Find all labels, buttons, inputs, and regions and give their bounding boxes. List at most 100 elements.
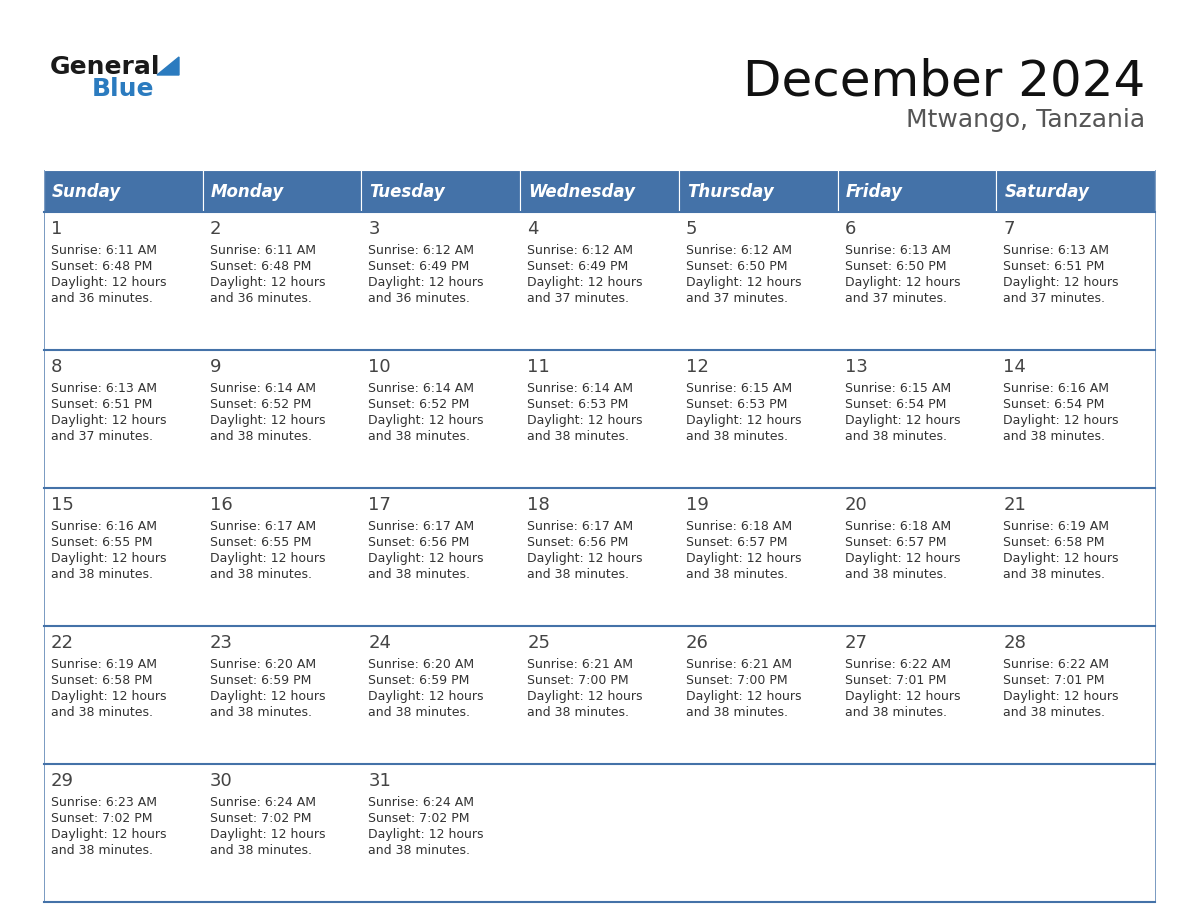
Text: Sunset: 6:56 PM: Sunset: 6:56 PM <box>527 536 628 549</box>
Text: and 38 minutes.: and 38 minutes. <box>685 568 788 581</box>
Text: Daylight: 12 hours: Daylight: 12 hours <box>527 690 643 703</box>
Text: Daylight: 12 hours: Daylight: 12 hours <box>368 828 484 841</box>
Text: 1: 1 <box>51 220 63 238</box>
Text: Sunset: 6:53 PM: Sunset: 6:53 PM <box>527 398 628 411</box>
Text: Wednesday: Wednesday <box>529 183 636 201</box>
Text: Sunrise: 6:11 AM: Sunrise: 6:11 AM <box>210 244 316 257</box>
Text: 26: 26 <box>685 634 709 652</box>
Text: Sunrise: 6:21 AM: Sunrise: 6:21 AM <box>685 658 792 671</box>
Text: Daylight: 12 hours: Daylight: 12 hours <box>527 276 643 289</box>
Text: Sunrise: 6:16 AM: Sunrise: 6:16 AM <box>51 520 157 533</box>
Text: Daylight: 12 hours: Daylight: 12 hours <box>685 552 802 565</box>
Text: Sunrise: 6:18 AM: Sunrise: 6:18 AM <box>845 520 950 533</box>
Bar <box>44 212 1155 350</box>
Text: Sunrise: 6:13 AM: Sunrise: 6:13 AM <box>1004 244 1110 257</box>
Text: 2: 2 <box>210 220 221 238</box>
Text: Sunset: 7:01 PM: Sunset: 7:01 PM <box>845 674 946 687</box>
Text: Sunset: 7:00 PM: Sunset: 7:00 PM <box>685 674 788 687</box>
Text: Sunrise: 6:12 AM: Sunrise: 6:12 AM <box>527 244 633 257</box>
Text: Sunrise: 6:17 AM: Sunrise: 6:17 AM <box>368 520 474 533</box>
Bar <box>838 170 997 212</box>
Text: and 36 minutes.: and 36 minutes. <box>51 292 153 305</box>
Text: Daylight: 12 hours: Daylight: 12 hours <box>51 552 166 565</box>
Text: Sunset: 6:53 PM: Sunset: 6:53 PM <box>685 398 788 411</box>
Text: and 38 minutes.: and 38 minutes. <box>685 706 788 719</box>
Bar <box>44 170 203 212</box>
Text: Sunset: 6:51 PM: Sunset: 6:51 PM <box>1004 260 1105 273</box>
Text: and 38 minutes.: and 38 minutes. <box>1004 706 1105 719</box>
Text: Sunset: 6:54 PM: Sunset: 6:54 PM <box>845 398 946 411</box>
Bar <box>44 764 1155 902</box>
Text: Sunset: 6:52 PM: Sunset: 6:52 PM <box>210 398 311 411</box>
Text: and 37 minutes.: and 37 minutes. <box>51 430 153 443</box>
Text: 20: 20 <box>845 496 867 514</box>
Text: Sunrise: 6:19 AM: Sunrise: 6:19 AM <box>51 658 157 671</box>
Text: Sunset: 7:00 PM: Sunset: 7:00 PM <box>527 674 628 687</box>
Text: General: General <box>50 55 160 79</box>
Text: Blue: Blue <box>91 77 154 101</box>
Text: Sunrise: 6:21 AM: Sunrise: 6:21 AM <box>527 658 633 671</box>
Text: Daylight: 12 hours: Daylight: 12 hours <box>527 552 643 565</box>
Text: 30: 30 <box>210 772 233 790</box>
Text: Sunset: 6:57 PM: Sunset: 6:57 PM <box>845 536 946 549</box>
Bar <box>997 170 1155 212</box>
Text: Sunrise: 6:14 AM: Sunrise: 6:14 AM <box>210 382 316 395</box>
Text: Sunrise: 6:22 AM: Sunrise: 6:22 AM <box>845 658 950 671</box>
Bar <box>361 170 520 212</box>
Text: Sunset: 6:57 PM: Sunset: 6:57 PM <box>685 536 788 549</box>
Text: December 2024: December 2024 <box>742 58 1145 106</box>
Text: Sunday: Sunday <box>52 183 121 201</box>
Text: 6: 6 <box>845 220 855 238</box>
Text: Sunset: 6:50 PM: Sunset: 6:50 PM <box>685 260 788 273</box>
Text: and 38 minutes.: and 38 minutes. <box>368 844 470 857</box>
Text: 10: 10 <box>368 358 391 376</box>
Text: Sunset: 7:02 PM: Sunset: 7:02 PM <box>210 812 311 825</box>
Text: 13: 13 <box>845 358 867 376</box>
Text: and 38 minutes.: and 38 minutes. <box>51 706 153 719</box>
Text: Daylight: 12 hours: Daylight: 12 hours <box>368 276 484 289</box>
Text: Sunrise: 6:13 AM: Sunrise: 6:13 AM <box>51 382 157 395</box>
Text: 28: 28 <box>1004 634 1026 652</box>
Text: 17: 17 <box>368 496 391 514</box>
Text: Daylight: 12 hours: Daylight: 12 hours <box>210 276 326 289</box>
Text: Daylight: 12 hours: Daylight: 12 hours <box>685 414 802 427</box>
Text: and 36 minutes.: and 36 minutes. <box>368 292 470 305</box>
Text: 21: 21 <box>1004 496 1026 514</box>
Text: and 38 minutes.: and 38 minutes. <box>368 568 470 581</box>
Bar <box>203 170 361 212</box>
Text: and 38 minutes.: and 38 minutes. <box>845 568 947 581</box>
Text: and 37 minutes.: and 37 minutes. <box>527 292 630 305</box>
Text: and 38 minutes.: and 38 minutes. <box>210 568 311 581</box>
Bar <box>44 626 1155 764</box>
Text: Sunset: 6:55 PM: Sunset: 6:55 PM <box>210 536 311 549</box>
Text: Sunrise: 6:14 AM: Sunrise: 6:14 AM <box>527 382 633 395</box>
Text: and 38 minutes.: and 38 minutes. <box>51 568 153 581</box>
Text: 4: 4 <box>527 220 538 238</box>
Text: Sunset: 6:49 PM: Sunset: 6:49 PM <box>368 260 469 273</box>
Text: Sunset: 6:55 PM: Sunset: 6:55 PM <box>51 536 152 549</box>
Text: Daylight: 12 hours: Daylight: 12 hours <box>845 690 960 703</box>
Text: Daylight: 12 hours: Daylight: 12 hours <box>51 690 166 703</box>
Text: and 38 minutes.: and 38 minutes. <box>527 568 630 581</box>
Text: Daylight: 12 hours: Daylight: 12 hours <box>845 414 960 427</box>
Text: Sunset: 6:49 PM: Sunset: 6:49 PM <box>527 260 628 273</box>
Text: Friday: Friday <box>846 183 903 201</box>
Text: Daylight: 12 hours: Daylight: 12 hours <box>368 690 484 703</box>
Text: Sunrise: 6:13 AM: Sunrise: 6:13 AM <box>845 244 950 257</box>
Text: and 38 minutes.: and 38 minutes. <box>845 430 947 443</box>
Text: Daylight: 12 hours: Daylight: 12 hours <box>845 552 960 565</box>
Text: and 37 minutes.: and 37 minutes. <box>1004 292 1105 305</box>
Text: Sunrise: 6:18 AM: Sunrise: 6:18 AM <box>685 520 792 533</box>
Text: 11: 11 <box>527 358 550 376</box>
Bar <box>520 170 678 212</box>
Text: 15: 15 <box>51 496 74 514</box>
Text: Daylight: 12 hours: Daylight: 12 hours <box>527 414 643 427</box>
Text: and 36 minutes.: and 36 minutes. <box>210 292 311 305</box>
Text: 24: 24 <box>368 634 391 652</box>
Text: Sunset: 6:50 PM: Sunset: 6:50 PM <box>845 260 946 273</box>
Text: Sunrise: 6:17 AM: Sunrise: 6:17 AM <box>210 520 316 533</box>
Polygon shape <box>157 57 179 75</box>
Text: 16: 16 <box>210 496 233 514</box>
Text: Daylight: 12 hours: Daylight: 12 hours <box>210 552 326 565</box>
Text: Daylight: 12 hours: Daylight: 12 hours <box>1004 690 1119 703</box>
